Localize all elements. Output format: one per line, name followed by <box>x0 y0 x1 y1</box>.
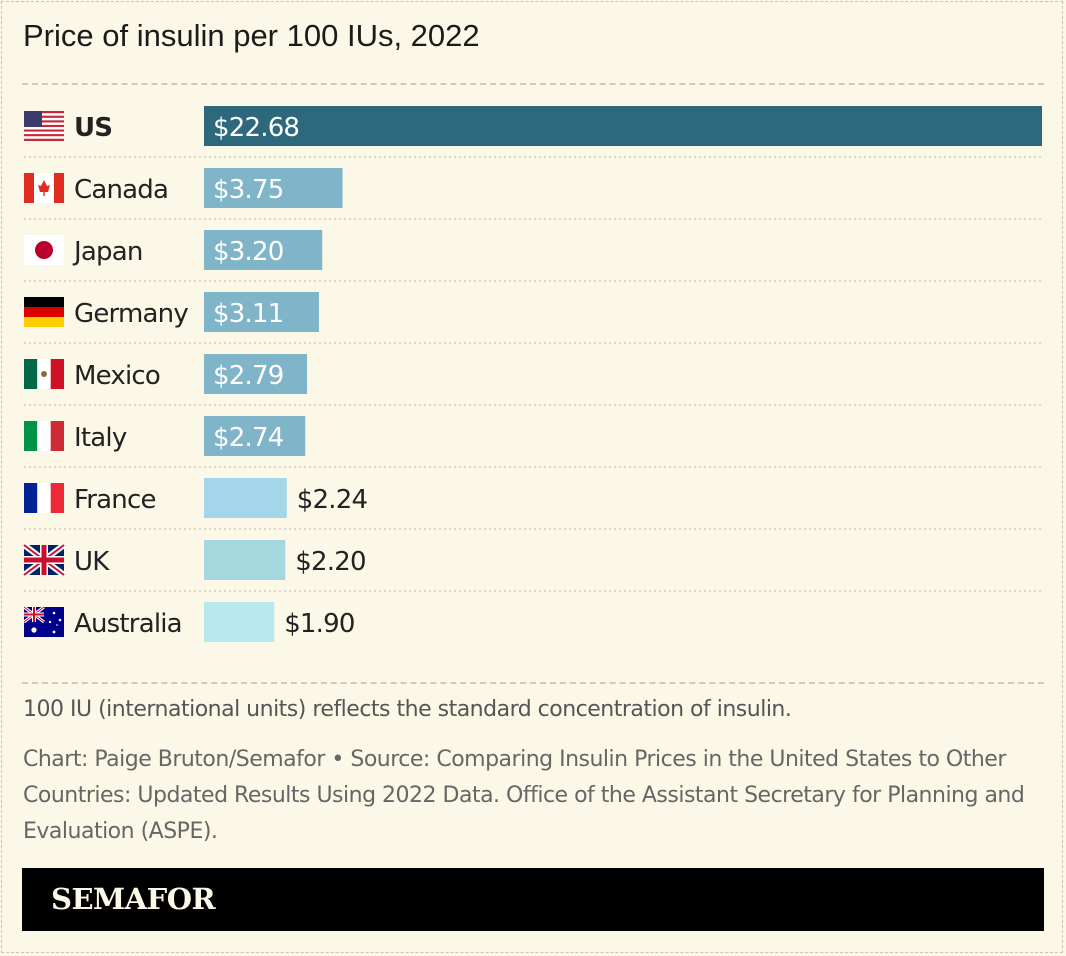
value-label: $3.75 <box>213 175 283 205</box>
category-label: Italy <box>74 423 127 453</box>
chart-note: 100 IU (international units) reflects th… <box>23 697 792 722</box>
divider <box>22 682 1044 684</box>
chart-source: Chart: Paige Bruton/Semafor • Source: Co… <box>23 747 1025 844</box>
bar-row-japan: Japan $3.20 <box>24 230 323 270</box>
bar-row-uk: UK $2.20 <box>22 540 367 580</box>
category-label: France <box>74 485 156 515</box>
value-label: $2.79 <box>213 361 283 391</box>
bar <box>204 602 275 642</box>
bar-row-mexico: Mexico $2.79 <box>24 354 308 394</box>
bar <box>204 106 1042 146</box>
category-label: US <box>74 113 112 143</box>
canada-flag-icon <box>24 173 64 203</box>
bar <box>204 168 343 208</box>
value-label: $3.20 <box>213 237 283 267</box>
category-label: Mexico <box>74 361 160 391</box>
australia-flag-icon <box>23 605 64 637</box>
bar-row-us: US $22.68 <box>24 106 1042 146</box>
mexico-flag-icon <box>24 359 64 389</box>
us-flag-icon <box>24 111 64 141</box>
bar-row-canada: Canada $3.75 <box>24 168 343 208</box>
value-label: $2.74 <box>213 423 284 453</box>
italy-flag-icon <box>24 421 64 451</box>
category-label: Canada <box>74 175 168 205</box>
bar <box>204 478 287 518</box>
category-label: Japan <box>72 237 143 267</box>
footer: SEMAFOR <box>22 868 1044 931</box>
bar-row-australia: Australia $1.90 <box>23 602 355 642</box>
bar <box>204 354 308 394</box>
value-label: $22.68 <box>213 113 299 143</box>
germany-flag-icon <box>24 297 64 327</box>
france-flag-icon <box>24 483 64 513</box>
semafor-logo: SEMAFOR <box>51 882 216 916</box>
bar <box>204 230 323 270</box>
bar <box>204 540 286 580</box>
japan-flag-icon <box>24 235 64 265</box>
category-label: UK <box>74 547 110 577</box>
bar-row-france: France $2.24 <box>24 478 368 518</box>
category-label: Australia <box>74 609 182 639</box>
value-label: $1.90 <box>284 609 354 639</box>
chart-title: Price of insulin per 100 IUs, 2022 <box>23 18 480 53</box>
bar-row-germany: Germany $3.11 <box>24 292 319 332</box>
value-label: $2.24 <box>297 485 368 515</box>
category-label: Germany <box>74 299 188 329</box>
value-label: $2.20 <box>295 547 365 577</box>
bar-row-italy: Italy $2.74 <box>24 416 306 456</box>
bar <box>204 416 306 456</box>
uk-flag-icon <box>22 542 66 578</box>
value-label: $3.11 <box>213 299 283 329</box>
bar <box>204 292 319 332</box>
bar-chart: US $22.68 Canada $3.75 Japan $3.20 Germany $3.1… <box>22 106 1042 642</box>
divider <box>22 83 1044 85</box>
